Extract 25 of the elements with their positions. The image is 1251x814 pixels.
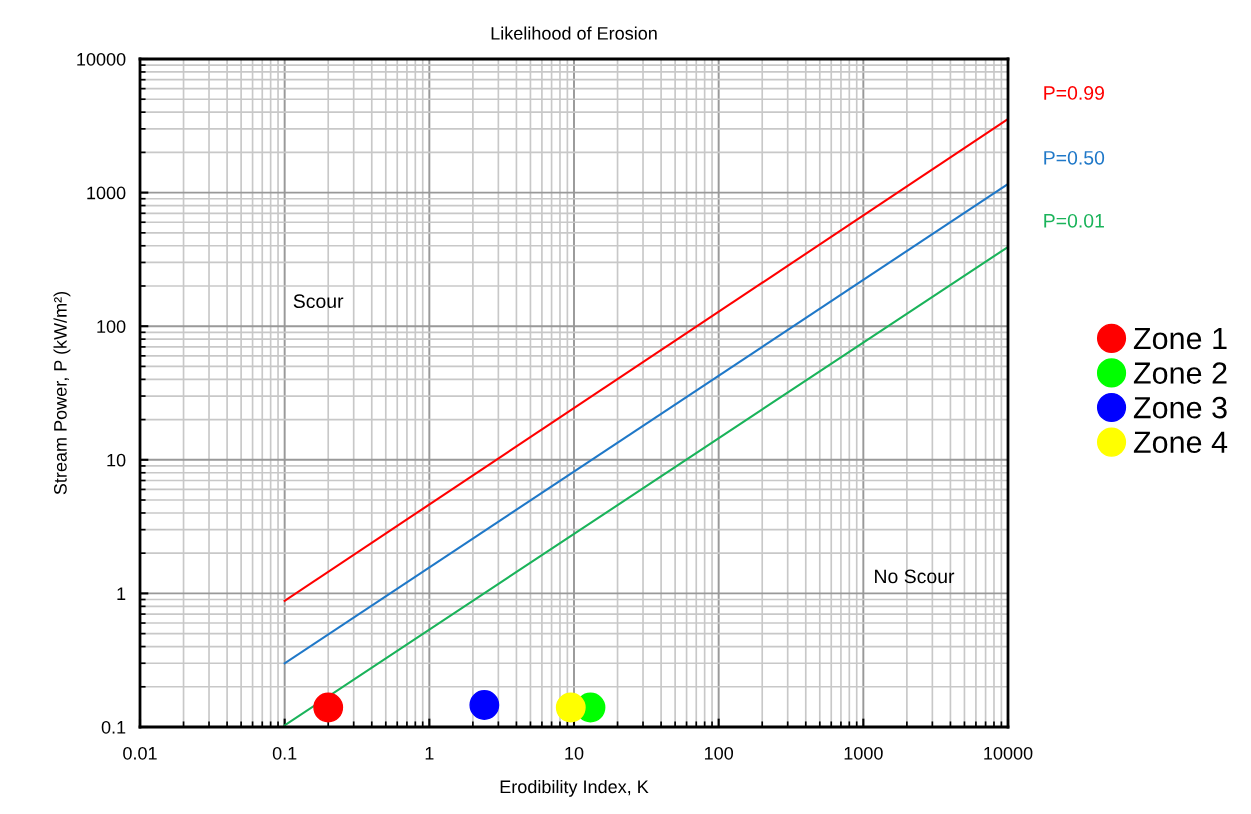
legend-label: Zone 1 (1133, 327, 1227, 350)
x-tick-label: 100 (704, 746, 734, 760)
text: P=0.01 (1044, 213, 1104, 228)
y-tick-label: 0.1 (101, 720, 126, 734)
x-tick-label: 1 (425, 747, 434, 760)
annotation: No Scour (875, 569, 955, 584)
y-tick-label: 1000 (87, 186, 126, 200)
x-tick-label: 10 (565, 746, 584, 760)
legend-label: Zone 3 (1133, 396, 1227, 419)
x-tick-label: 1000 (844, 746, 883, 760)
y-tick-label: 1 (117, 587, 126, 600)
x-axis-title: Erodibility Index, K (500, 779, 649, 797)
x-tick-label: 10000 (984, 746, 1033, 760)
chart-title: Likelihood of Erosion (491, 26, 657, 40)
x-tick-label: 0.1 (272, 746, 297, 760)
legend-label: Zone 2 (1133, 362, 1227, 384)
annotation: Scour (293, 294, 344, 309)
y-axis-title: Stream Power, P (kW/m²) (53, 291, 71, 495)
y-tick-label: 100 (97, 320, 126, 333)
text: P=0.99 (1044, 86, 1104, 100)
legend-label: Zone 4 (1133, 431, 1228, 454)
y-tick-label: 10 (107, 453, 126, 467)
text: P=0.50 (1044, 150, 1105, 165)
x-tick-label: 0.01 (123, 746, 157, 760)
y-tick-label: 10000 (77, 52, 126, 66)
